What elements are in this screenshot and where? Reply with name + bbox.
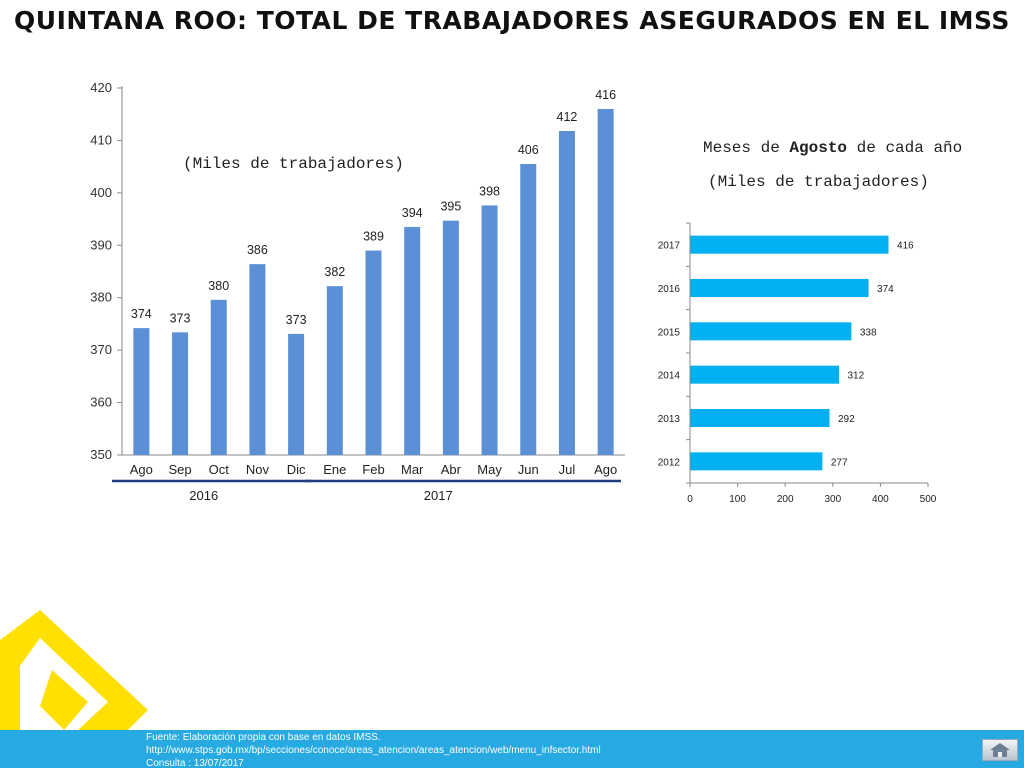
x-tick-label: Jul xyxy=(559,462,576,477)
data-label: 416 xyxy=(897,241,914,252)
data-label: 412 xyxy=(557,110,578,124)
category-label: 2016 xyxy=(658,284,681,295)
category-label: 2014 xyxy=(658,371,681,382)
consultation-date: Consulta : 13/07/2017 xyxy=(146,758,244,769)
x-tick-label: Mar xyxy=(401,462,424,477)
column-bar xyxy=(133,328,150,455)
x-tick-label: 500 xyxy=(920,494,937,505)
data-label: 373 xyxy=(286,313,307,327)
data-label: 382 xyxy=(324,265,345,279)
column-bar xyxy=(288,333,305,455)
footer-bar: Fuente: Elaboración propia con base en d… xyxy=(0,730,1024,770)
x-tick-label: Oct xyxy=(209,462,230,477)
data-label: 373 xyxy=(170,311,191,325)
column-bar xyxy=(172,332,189,455)
x-tick-label: Jun xyxy=(518,462,539,477)
column-bar xyxy=(365,250,382,455)
y-tick-label: 360 xyxy=(90,395,112,410)
category-label: 2012 xyxy=(658,457,681,468)
column-bar xyxy=(481,205,498,455)
category-label: 2013 xyxy=(658,414,681,425)
page-title: QUINTANA ROO: TOTAL DE TRABAJADORES ASEG… xyxy=(14,6,1010,35)
x-tick-label: Sep xyxy=(168,462,191,477)
category-label: 2017 xyxy=(658,241,681,252)
months-suffix: de cada año xyxy=(856,139,963,157)
year-label: 2016 xyxy=(189,488,218,503)
months-bold: Agosto xyxy=(789,139,848,157)
y-tick-label: 370 xyxy=(90,342,112,357)
hbar xyxy=(690,365,840,384)
hbar xyxy=(690,409,830,427)
data-label: 380 xyxy=(208,279,229,293)
x-tick-label: 400 xyxy=(872,494,889,505)
data-label: 292 xyxy=(838,414,855,425)
category-label: 2015 xyxy=(658,327,681,338)
hbar xyxy=(690,452,823,471)
data-label: 374 xyxy=(131,307,152,321)
hbar xyxy=(690,235,889,254)
data-label: 389 xyxy=(363,230,384,244)
data-label: 386 xyxy=(247,243,268,257)
bar-units-label: (Miles de trabajadores) xyxy=(708,173,929,191)
source-line: Fuente: Elaboración propia con base en d… xyxy=(146,732,381,743)
x-tick-label: Nov xyxy=(246,462,270,477)
august-yearly-bar-chart: 0 100 200 300 400 500 2017 416 2016 374 2015 338 201… xyxy=(658,222,937,505)
x-tick-label: 0 xyxy=(687,494,693,505)
x-tick-label: Dic xyxy=(287,462,306,477)
column-bar xyxy=(249,264,266,455)
column-bar xyxy=(558,130,575,455)
logo-shape xyxy=(0,610,148,730)
x-tick-label: 100 xyxy=(729,494,746,505)
data-label: 395 xyxy=(440,200,461,214)
x-tick-label: 300 xyxy=(824,494,841,505)
y-tick-label: 350 xyxy=(90,447,112,462)
x-tick-label: Ago xyxy=(130,462,153,477)
data-label: 416 xyxy=(595,88,616,102)
data-label: 374 xyxy=(877,284,894,295)
data-label: 338 xyxy=(860,327,877,338)
y-tick-label: 400 xyxy=(90,185,112,200)
data-label: 312 xyxy=(848,371,865,382)
hbar xyxy=(690,279,869,297)
column-bar xyxy=(210,299,227,455)
column-bar xyxy=(597,108,614,455)
x-tick-label: Abr xyxy=(441,462,462,477)
x-tick-label: Ago xyxy=(594,462,617,477)
x-tick-label: Ene xyxy=(323,462,346,477)
y-tick-label: 410 xyxy=(90,132,112,147)
y-tick-label: 390 xyxy=(90,237,112,252)
data-label: 394 xyxy=(402,206,423,220)
data-label: 406 xyxy=(518,143,539,157)
home-button[interactable] xyxy=(982,739,1018,761)
y-tick-label: 380 xyxy=(90,290,112,305)
logo-core xyxy=(40,670,88,730)
column-bar xyxy=(442,220,459,455)
hbar xyxy=(690,322,852,341)
data-label: 398 xyxy=(479,184,500,198)
y-tick-label: 420 xyxy=(90,80,112,95)
column-bar xyxy=(520,164,537,455)
monthly-insured-workers-chart: 350 360 370 380 390 400 410 420 374 Ago 373 Sep 380 O… xyxy=(90,80,625,503)
months-prefix: Meses de xyxy=(703,139,780,157)
column-bar xyxy=(326,286,343,455)
source-note: Fuente: Elaboración propia con base en d… xyxy=(146,731,601,770)
x-tick-label: Feb xyxy=(362,462,384,477)
column-bar xyxy=(404,226,421,455)
months-note: Meses de Agosto de cada año xyxy=(703,140,962,156)
data-label: 277 xyxy=(831,457,848,468)
units-label: (Miles de trabajadores) xyxy=(183,155,404,173)
year-label: 2017 xyxy=(424,488,453,503)
home-icon xyxy=(990,743,1010,757)
x-tick-label: 200 xyxy=(777,494,794,505)
source-url[interactable]: http://www.stps.gob.mx/bp/secciones/cono… xyxy=(146,745,601,756)
x-tick-label: May xyxy=(477,462,502,477)
